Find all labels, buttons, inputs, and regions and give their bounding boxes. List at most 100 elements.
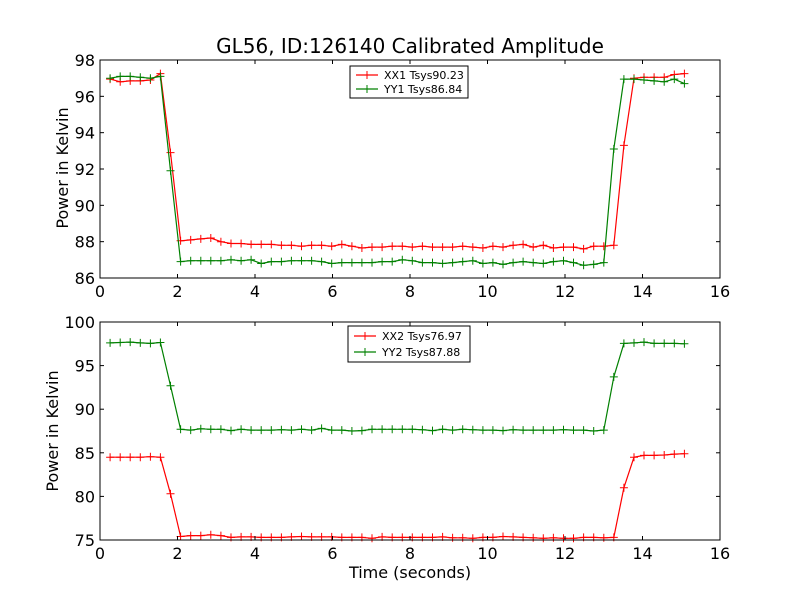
top-series-0-point <box>337 240 346 249</box>
bottom-series-1-point <box>509 425 518 434</box>
bottom-series-1-point <box>549 426 558 435</box>
top-series-0-point <box>428 243 437 252</box>
top-series-1-point <box>499 260 507 269</box>
top-series-1-point <box>156 72 165 81</box>
bottom-series-1-point <box>206 425 215 434</box>
top-legend-marker <box>363 85 371 93</box>
bottom-x-tick-label: 0 <box>95 544 105 563</box>
bottom-series-0-point <box>116 453 125 462</box>
bottom-series-0-point <box>559 534 568 543</box>
bottom-x-tick-label: 2 <box>172 544 182 563</box>
bottom-series-0-point <box>640 451 648 460</box>
top-series-0-point <box>589 242 598 251</box>
top-series-0-point <box>539 241 548 250</box>
bottom-series-1-point <box>347 427 356 435</box>
bottom-series-0-point <box>368 534 376 543</box>
bottom-series-line-1 <box>110 341 685 432</box>
top-series-0-point <box>287 241 296 250</box>
bottom-x-tick-label: 16 <box>710 544 730 563</box>
top-x-tick-label: 8 <box>405 282 415 301</box>
bottom-series-0-point <box>297 532 306 541</box>
bottom-series-0-point <box>146 452 155 461</box>
top-y-tick-label: 98 <box>75 51 95 70</box>
bottom-series-0-point <box>166 489 175 498</box>
bottom-series-1-point <box>418 425 427 434</box>
top-series-1-point <box>176 257 185 266</box>
top-series-1-point <box>599 258 608 267</box>
bottom-series-0-point <box>569 534 578 543</box>
top-x-tick-label: 12 <box>555 282 575 301</box>
top-series-1-point <box>347 258 356 267</box>
bottom-series-1-point <box>458 425 467 434</box>
top-series-1-point <box>337 258 346 267</box>
top-legend-label: XX1 Tsys90.23 <box>384 69 464 82</box>
bottom-series-1-point <box>630 338 638 347</box>
top-series-0-point <box>579 244 588 253</box>
top-y-axis-label: Power in Kelvin <box>53 107 72 228</box>
bottom-series-1-point <box>559 425 568 434</box>
top-series-1-point <box>216 256 225 265</box>
top-series-1-point <box>660 77 669 86</box>
top-series-1-point <box>529 258 538 267</box>
bottom-series-1-point <box>680 339 689 348</box>
bottom-series-0-point <box>126 453 135 462</box>
bottom-y-tick-label: 80 <box>75 487 95 506</box>
bottom-series-1-point <box>499 426 507 435</box>
top-series-1-point <box>307 256 316 265</box>
top-series-0-point <box>619 141 628 150</box>
bottom-series-0-point <box>670 450 679 459</box>
bottom-y-axis-label: Power in Kelvin <box>43 370 62 491</box>
bottom-series-1-point <box>277 425 286 434</box>
bottom-legend-label: XX2 Tsys76.97 <box>382 330 462 343</box>
top-series-1-point <box>549 257 558 266</box>
top-series-0-point <box>368 243 376 252</box>
top-series-0-point <box>559 243 568 252</box>
top-series-1-point <box>609 145 618 153</box>
bottom-legend-label: YY2 Tsys87.88 <box>381 346 460 359</box>
top-series-1-point <box>267 257 276 266</box>
bottom-series-1-point <box>216 425 225 434</box>
bottom-legend-box <box>347 325 471 363</box>
top-series-1-point <box>378 257 387 266</box>
top-series-0-point <box>317 241 326 250</box>
bottom-series-1-point <box>126 338 135 347</box>
bottom-x-tick-label: 6 <box>327 544 337 563</box>
top-legend-box <box>349 65 469 99</box>
bottom-series-1-point <box>287 426 296 435</box>
bottom-series-1-point <box>297 425 306 434</box>
bottom-series-1-point <box>227 426 235 435</box>
top-series-1-point <box>619 75 628 84</box>
bottom-series-1-point <box>186 426 195 435</box>
top-series-0-point <box>448 243 457 252</box>
top-series-1-point <box>539 259 548 268</box>
bottom-series-1-point <box>378 425 387 434</box>
top-series-0-point <box>438 243 447 252</box>
top-series-1-point <box>287 256 296 265</box>
bottom-series-0-point <box>106 453 115 462</box>
top-series-0-point <box>418 242 427 251</box>
top-series-0-point <box>599 242 608 251</box>
bottom-legend-marker <box>361 332 369 340</box>
top-series-0-point <box>327 242 336 251</box>
bottom-series-1-point <box>650 339 659 348</box>
bottom-legend: XX2 Tsys76.97 YY2 Tsys87.88 <box>347 325 471 363</box>
bottom-plot-marks <box>106 338 689 543</box>
bottom-series-0-point <box>156 453 165 462</box>
top-series-1-point <box>438 259 447 268</box>
top-series-0-point <box>206 234 215 242</box>
top-series-0-point <box>277 241 286 250</box>
bottom-series-1-point <box>116 338 125 347</box>
top-series-1-point <box>247 255 256 264</box>
top-series-0-point <box>247 240 256 249</box>
top-series-1-point <box>569 258 578 267</box>
top-series-1-point <box>458 257 467 266</box>
bottom-series-1-point <box>448 426 457 435</box>
top-series-0-point <box>216 237 225 246</box>
top-y-tick-label: 86 <box>75 269 95 288</box>
top-series-0-point <box>186 235 195 244</box>
bottom-series-0-point <box>186 531 195 540</box>
top-series-0-point <box>196 234 205 243</box>
top-y-tick-label: 94 <box>75 124 95 143</box>
